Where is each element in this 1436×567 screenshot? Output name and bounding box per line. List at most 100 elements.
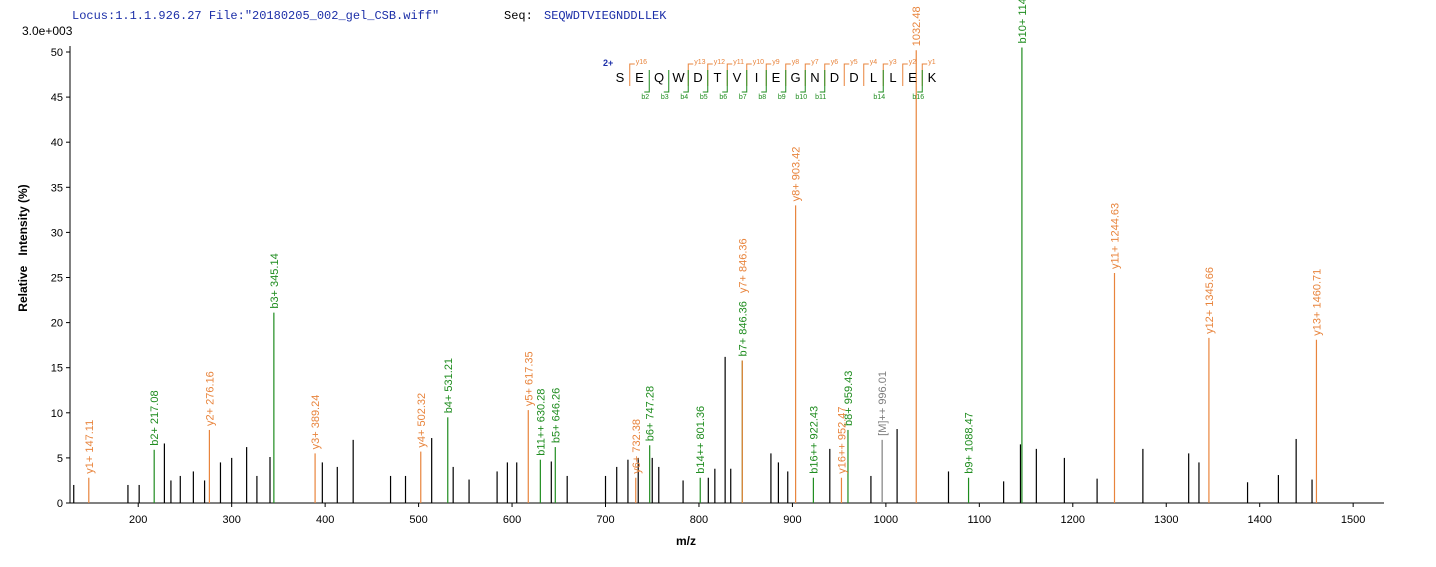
y-ion-label: y11: [733, 59, 744, 66]
ion-label: y8+ 903.42: [791, 147, 803, 202]
y-bracket: [882, 63, 889, 86]
x-tick-label: 1500: [1341, 514, 1365, 526]
x-tick-label: 1000: [874, 514, 898, 526]
x-tick-label: 300: [223, 514, 241, 526]
y-tick-label: 15: [51, 363, 63, 375]
residue: W: [672, 70, 685, 85]
ion-label: b10+ 1145.56: [1017, 0, 1029, 43]
y-tick-label: 10: [51, 408, 63, 420]
ion-label: y6+ 732.38: [631, 419, 643, 474]
b-ion-label: b2: [641, 94, 649, 101]
y-tick-label: 35: [51, 182, 63, 194]
b-bracket: [761, 70, 767, 93]
y-ion-label: y1: [928, 59, 936, 66]
x-tick-label: 400: [316, 514, 334, 526]
residue: G: [790, 70, 800, 85]
y-tick-label: 5: [57, 453, 63, 465]
b-bracket: [819, 70, 826, 93]
seq-label: Seq:: [504, 9, 533, 23]
y-ion-label: y16: [636, 59, 647, 66]
y-ion-label: y4: [870, 59, 878, 66]
y-tick-label: 25: [51, 273, 63, 285]
b-ion-label: b14: [873, 94, 885, 101]
y-bracket: [902, 63, 908, 86]
y-tick-label: 45: [51, 92, 63, 104]
ion-label: y3+ 389.24: [310, 395, 322, 450]
x-tick-label: 200: [129, 514, 147, 526]
ion-label: b5+ 646.26: [550, 388, 562, 443]
locus-header: Locus:1.1.1.926.27 File:"20180205_002_ge…: [72, 9, 439, 23]
y-tick-label: 40: [51, 137, 63, 149]
ion-label: b6+ 747.28: [645, 386, 657, 441]
b-ion-label: b6: [719, 94, 727, 101]
y-ion-label: y7: [811, 59, 819, 66]
residue: V: [733, 70, 742, 85]
b-ion-label: b5: [700, 94, 708, 101]
y-ion-label: y13: [694, 59, 705, 66]
b-bracket: [878, 70, 884, 93]
y-bracket: [765, 63, 772, 86]
y-ion-label: y8: [792, 59, 800, 66]
ion-label: y12+ 1345.66: [1204, 267, 1216, 334]
b-bracket: [683, 70, 689, 93]
ion-label: y1+ 147.11: [84, 420, 96, 474]
residue: D: [830, 70, 839, 85]
b-bracket: [780, 70, 787, 93]
x-tick-label: 1400: [1247, 514, 1271, 526]
ion-label: y2+ 276.16: [204, 371, 216, 426]
x-tick-label: 500: [409, 514, 427, 526]
residue: K: [928, 70, 937, 85]
residue: S: [616, 70, 625, 85]
b-bracket: [741, 70, 748, 93]
ion-label: y11+ 1244.63: [1109, 203, 1121, 269]
y-bracket: [863, 63, 869, 86]
residue: D: [849, 70, 858, 85]
y-ion-label: y10: [753, 59, 764, 66]
b-ion-label: b9: [778, 94, 786, 101]
charge-label: 2+: [603, 58, 613, 68]
y-ion-label: y6: [831, 59, 839, 66]
b-ion-label: b7: [739, 94, 747, 101]
ion-label: y7+ 846.36: [737, 238, 749, 293]
x-tick-label: 1200: [1061, 514, 1085, 526]
x-axis-label: m/z: [676, 534, 696, 548]
b-ion-label: b4: [680, 94, 688, 101]
residue: I: [755, 70, 759, 85]
b-ion-label: b10: [795, 94, 807, 101]
residue: L: [870, 70, 877, 85]
residue: E: [635, 70, 644, 85]
ion-label: y16++ 952.47: [836, 406, 848, 473]
ion-label: y4+ 502.32: [416, 393, 428, 448]
ion-label: b3+ 345.14: [269, 253, 281, 308]
residue: D: [693, 70, 702, 85]
y-ion-label: y2: [909, 59, 917, 66]
residue: E: [908, 70, 917, 85]
b-bracket: [800, 70, 806, 93]
b-bracket: [644, 70, 650, 93]
ion-label: b2+ 217.08: [149, 390, 161, 445]
y-ion-label: y12: [714, 59, 725, 66]
x-tick-label: 1300: [1154, 514, 1178, 526]
ion-label: y5+ 617.35: [523, 351, 535, 406]
ion-label: [M]++ 996.01: [877, 371, 889, 436]
b-bracket: [702, 70, 709, 93]
x-tick-label: 700: [596, 514, 614, 526]
y-ion-label: y9: [772, 59, 780, 66]
ion-label: b9+ 1088.47: [964, 412, 976, 473]
residue: Q: [654, 70, 664, 85]
ion-label: b8+ 959.43: [843, 371, 855, 426]
ion-label: b11++ 630.28: [535, 389, 547, 456]
x-tick-label: 800: [690, 514, 708, 526]
residue: T: [714, 70, 722, 85]
ion-label: y13+ 1460.71: [1311, 269, 1323, 336]
residue: E: [772, 70, 781, 85]
y-bracket: [707, 63, 713, 86]
b-bracket: [663, 70, 670, 93]
b-ion-label: b16: [912, 94, 924, 101]
scale-label: 3.0e+003: [22, 24, 73, 38]
y-ion-label: y5: [850, 59, 858, 66]
x-tick-label: 900: [783, 514, 801, 526]
ion-label: b16++ 922.43: [808, 406, 820, 474]
y-tick-label: 20: [51, 318, 63, 330]
